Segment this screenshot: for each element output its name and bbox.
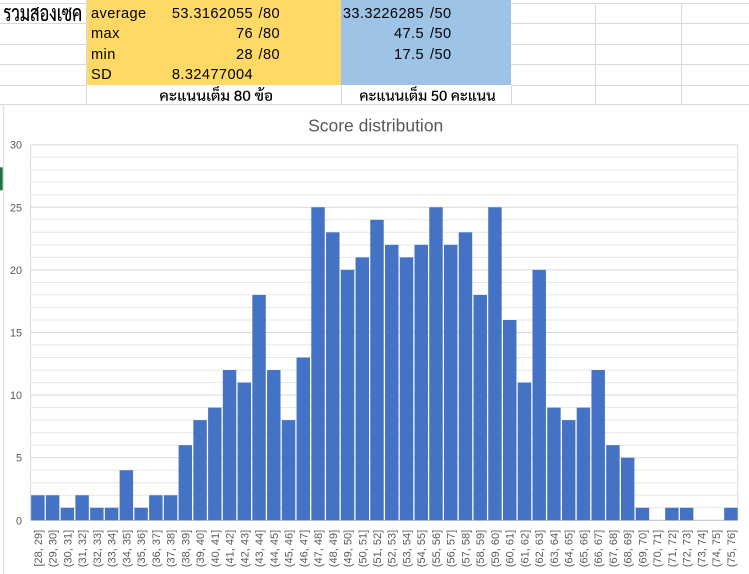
svg-text:(71, 72]: (71, 72] <box>667 530 679 567</box>
svg-text:(73, 74]: (73, 74] <box>696 530 708 567</box>
svg-text:30: 30 <box>10 140 22 152</box>
svg-text:(65, 66]: (65, 66] <box>578 530 590 567</box>
svg-text:(38, 39]: (38, 39] <box>180 530 192 567</box>
svg-text:(66, 67]: (66, 67] <box>593 530 605 567</box>
svg-text:(75, 76]: (75, 76] <box>726 530 738 567</box>
svg-text:20: 20 <box>10 265 22 277</box>
svg-text:(48, 49]: (48, 49] <box>328 530 340 567</box>
svg-text:(64, 65]: (64, 65] <box>564 530 576 567</box>
svg-text:(58, 59]: (58, 59] <box>475 530 487 567</box>
svg-text:10: 10 <box>10 390 22 402</box>
svg-text:(44, 45]: (44, 45] <box>269 530 281 567</box>
svg-text:15: 15 <box>10 328 22 340</box>
svg-text:(50, 51]: (50, 51] <box>357 530 369 567</box>
svg-text:(61, 62]: (61, 62] <box>519 530 531 567</box>
svg-text:0: 0 <box>16 515 22 527</box>
svg-text:(34, 35]: (34, 35] <box>121 530 133 567</box>
svg-text:(56, 57]: (56, 57] <box>446 530 458 567</box>
svg-text:(69, 70]: (69, 70] <box>637 530 649 567</box>
svg-text:25: 25 <box>10 202 22 214</box>
svg-text:(63, 64]: (63, 64] <box>549 530 561 567</box>
svg-text:(41, 42]: (41, 42] <box>225 530 237 567</box>
svg-text:(35, 36]: (35, 36] <box>136 530 148 567</box>
svg-text:(42, 43]: (42, 43] <box>239 530 251 567</box>
svg-text:(40, 41]: (40, 41] <box>210 530 222 567</box>
svg-text:(55, 56]: (55, 56] <box>431 530 443 567</box>
svg-text:(39, 40]: (39, 40] <box>195 530 207 567</box>
svg-text:(37, 38]: (37, 38] <box>166 530 178 567</box>
svg-text:(67, 68]: (67, 68] <box>608 530 620 567</box>
svg-text:(52, 53]: (52, 53] <box>387 530 399 567</box>
svg-text:(29, 30]: (29, 30] <box>48 530 60 567</box>
svg-text:(74, 75]: (74, 75] <box>711 530 723 567</box>
svg-text:(72, 73]: (72, 73] <box>682 530 694 567</box>
svg-text:(46, 47]: (46, 47] <box>298 530 310 567</box>
svg-text:(45, 46]: (45, 46] <box>284 530 296 567</box>
svg-text:(62, 63]: (62, 63] <box>534 530 546 567</box>
svg-text:(53, 54]: (53, 54] <box>402 530 414 567</box>
svg-text:(49, 50]: (49, 50] <box>343 530 355 567</box>
svg-text:(32, 33]: (32, 33] <box>92 530 104 567</box>
svg-text:(70, 71]: (70, 71] <box>652 530 664 567</box>
svg-text:(51, 52]: (51, 52] <box>372 530 384 567</box>
svg-text:Score distribution: Score distribution <box>308 116 443 136</box>
svg-text:5: 5 <box>16 453 22 465</box>
svg-text:(57, 58]: (57, 58] <box>460 530 472 567</box>
svg-text:(30, 31]: (30, 31] <box>62 530 74 567</box>
svg-text:(54, 55]: (54, 55] <box>416 530 428 567</box>
svg-text:(68, 69]: (68, 69] <box>623 530 635 567</box>
svg-text:(31, 32]: (31, 32] <box>77 530 89 567</box>
svg-text:(33, 34]: (33, 34] <box>107 530 119 567</box>
svg-text:(60, 61]: (60, 61] <box>505 530 517 567</box>
svg-text:(43, 44]: (43, 44] <box>254 530 266 567</box>
svg-text:(59, 60]: (59, 60] <box>490 530 502 567</box>
svg-text:(47, 48]: (47, 48] <box>313 530 325 567</box>
svg-text:(36, 37]: (36, 37] <box>151 530 163 567</box>
svg-text:[28, 29]: [28, 29] <box>33 530 45 567</box>
